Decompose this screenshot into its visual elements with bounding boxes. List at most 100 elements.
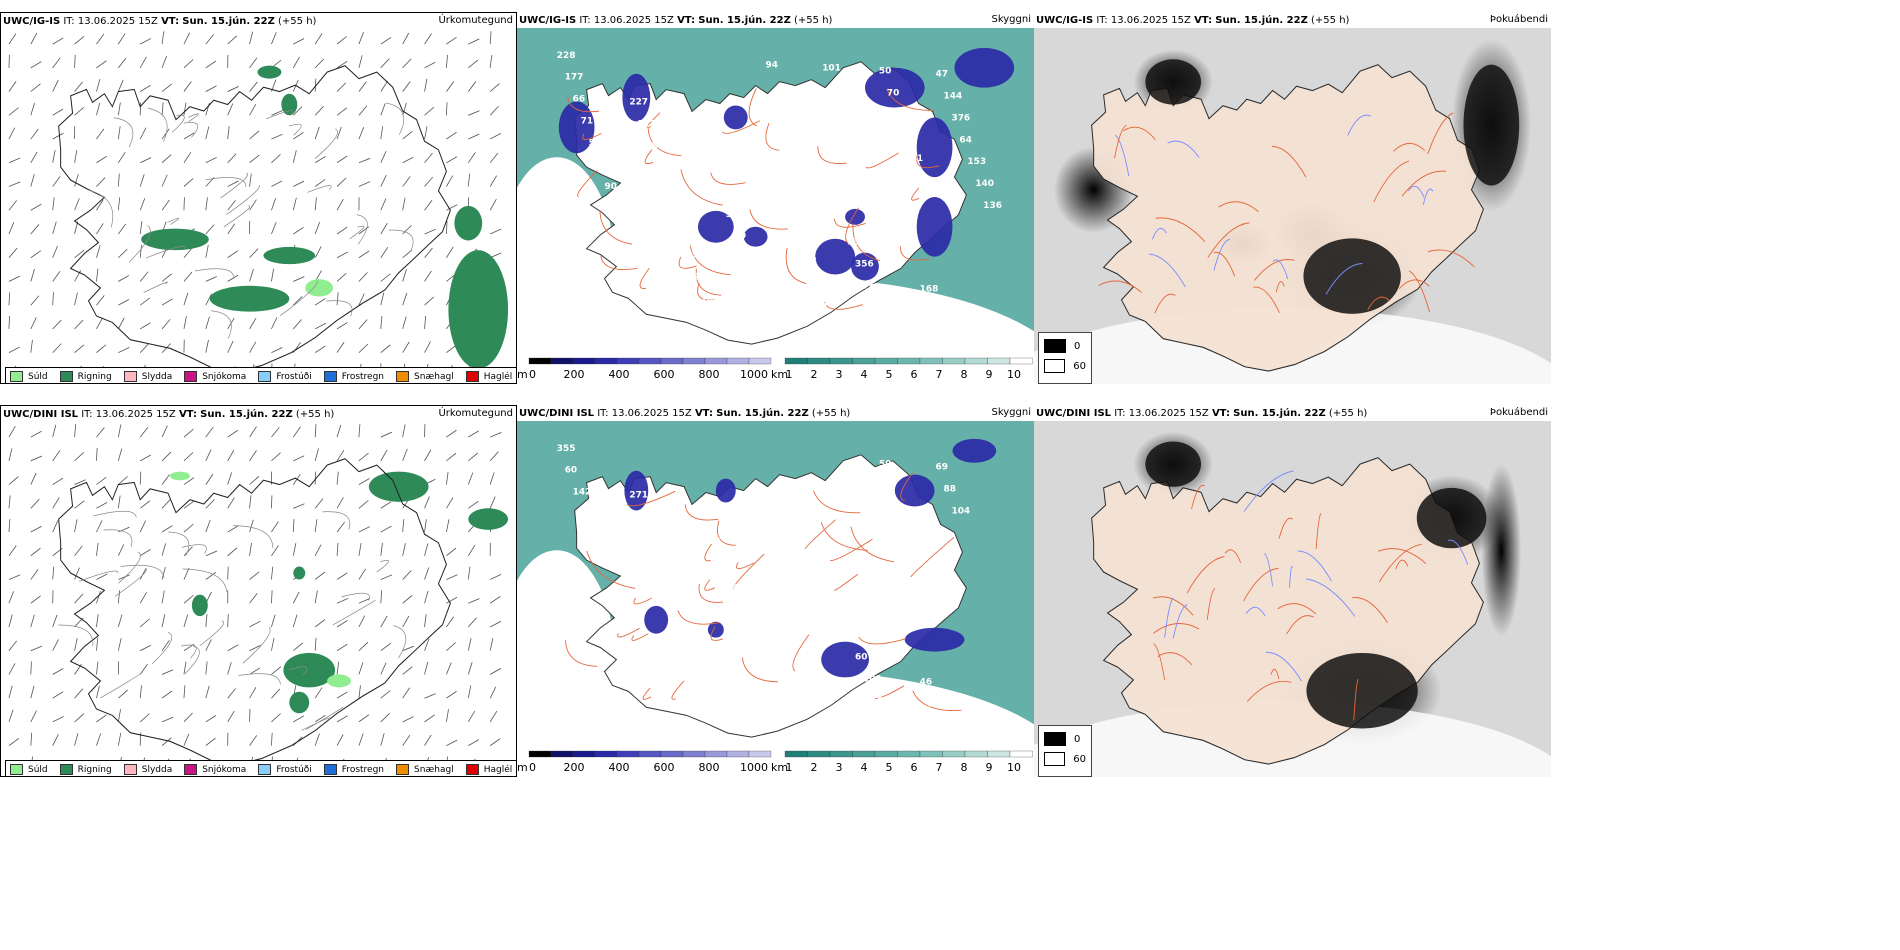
header-lead: (+55 h) — [1311, 15, 1350, 26]
legend-swatch — [323, 764, 337, 775]
ceiling-label: 88 — [645, 141, 657, 151]
road-line — [326, 300, 353, 317]
wind-barb — [467, 152, 476, 164]
wind-barb — [446, 246, 454, 258]
wind-barb — [227, 449, 235, 462]
wind-barb — [96, 102, 101, 116]
wind-barb — [74, 344, 85, 353]
ceiling-label: 111 — [637, 119, 656, 129]
ceiling-label: 69 — [936, 463, 948, 473]
ceiling-label: 51 — [597, 160, 609, 170]
wind-barb — [139, 592, 147, 604]
wind-barb — [402, 58, 412, 69]
ceiling-unit: m — [517, 368, 528, 381]
panel-header: UWC/DINI ISL IT: 13.06.2025 15Z VT: Sun.… — [1036, 408, 1367, 419]
road-line — [1186, 556, 1225, 594]
wind-barb — [74, 149, 78, 163]
wind-barb — [161, 716, 174, 723]
wind-barb — [424, 661, 429, 675]
ceiling-label: 200 — [863, 674, 882, 684]
road-line — [858, 636, 907, 645]
wind-barb — [30, 61, 42, 69]
road-line — [671, 680, 685, 700]
wind-barb — [205, 572, 217, 580]
wind-barb — [402, 570, 412, 580]
legend-item: 0 — [1044, 339, 1086, 353]
wind-barb — [402, 32, 410, 45]
ceiling-label: 95 — [677, 229, 689, 239]
wind-barb — [336, 226, 348, 235]
wind-barb — [446, 739, 458, 747]
road-line — [58, 624, 94, 647]
wind-barb — [336, 322, 348, 330]
ceiling-label: 57 — [589, 531, 601, 541]
wind-barb — [293, 132, 304, 140]
wind-barb — [8, 685, 13, 699]
wind-barb — [30, 268, 35, 282]
wind-barb — [205, 519, 211, 533]
road-line — [103, 529, 133, 547]
wind-barb — [380, 222, 388, 235]
wind-barb — [205, 293, 212, 306]
road-line — [680, 169, 724, 206]
road-line — [741, 657, 779, 683]
header-model: UWC/IG-IS — [519, 15, 577, 26]
wind-barb — [402, 81, 411, 92]
header-vt-label: VT: — [178, 409, 197, 420]
wind-barb — [292, 591, 300, 604]
wind-barb — [118, 248, 128, 259]
ceiling-label: 364 — [775, 584, 794, 594]
wind-barb — [336, 60, 348, 69]
wind-barb — [489, 596, 501, 604]
header-lead: (+55 h) — [295, 409, 335, 420]
road-line — [804, 519, 836, 550]
wind-barb — [96, 155, 107, 164]
wind-barb — [8, 574, 21, 580]
visibility-unit: km — [771, 761, 788, 774]
wind-barb — [8, 247, 18, 258]
road-line — [899, 246, 930, 261]
road-line — [833, 218, 866, 228]
wind-barb — [402, 131, 413, 140]
road-line — [233, 525, 274, 549]
ceiling-label: 271 — [629, 491, 648, 501]
wind-barb — [96, 199, 104, 211]
ceiling-label: 60 — [565, 466, 577, 476]
ceiling-label: 50 — [710, 559, 722, 569]
wind-barb — [227, 661, 232, 675]
wind-barb — [358, 733, 364, 746]
wind-barb — [117, 544, 125, 556]
wind-barb — [293, 642, 304, 652]
colorbar-step — [987, 357, 1011, 365]
wind-barb — [336, 471, 339, 485]
rain-area — [283, 652, 336, 688]
legend-item: Frostúði — [258, 764, 312, 775]
low-ceiling-area — [624, 470, 649, 511]
low-ceiling-area — [815, 238, 856, 275]
wind-barb — [358, 641, 369, 652]
colorbar-step — [964, 750, 988, 758]
legend-swatch — [59, 371, 73, 382]
panel-header: UWC/IG-IS IT: 13.06.2025 15Z VT: Sun. 15… — [519, 15, 832, 26]
wind-barb — [52, 132, 64, 140]
wind-barb — [467, 638, 472, 651]
wind-barb — [227, 126, 230, 140]
wind-barb — [402, 249, 413, 259]
wind-barb — [8, 519, 11, 533]
legend-swatch — [396, 764, 410, 775]
road-line — [393, 625, 407, 659]
road-line — [79, 570, 119, 582]
river-line — [1172, 604, 1188, 639]
wind-barb — [30, 732, 33, 746]
header-vt-label: VT: — [1194, 15, 1213, 26]
wind-barb — [205, 473, 214, 485]
wind-barb — [380, 525, 392, 533]
header-vt-label: VT: — [694, 408, 713, 419]
wind-barb — [74, 81, 83, 92]
wind-barb — [96, 223, 104, 235]
wind-barb — [336, 126, 342, 140]
precip-map — [8, 424, 509, 770]
wind-barb — [117, 638, 122, 651]
wind-barb — [183, 477, 195, 485]
wind-barb — [467, 472, 474, 485]
